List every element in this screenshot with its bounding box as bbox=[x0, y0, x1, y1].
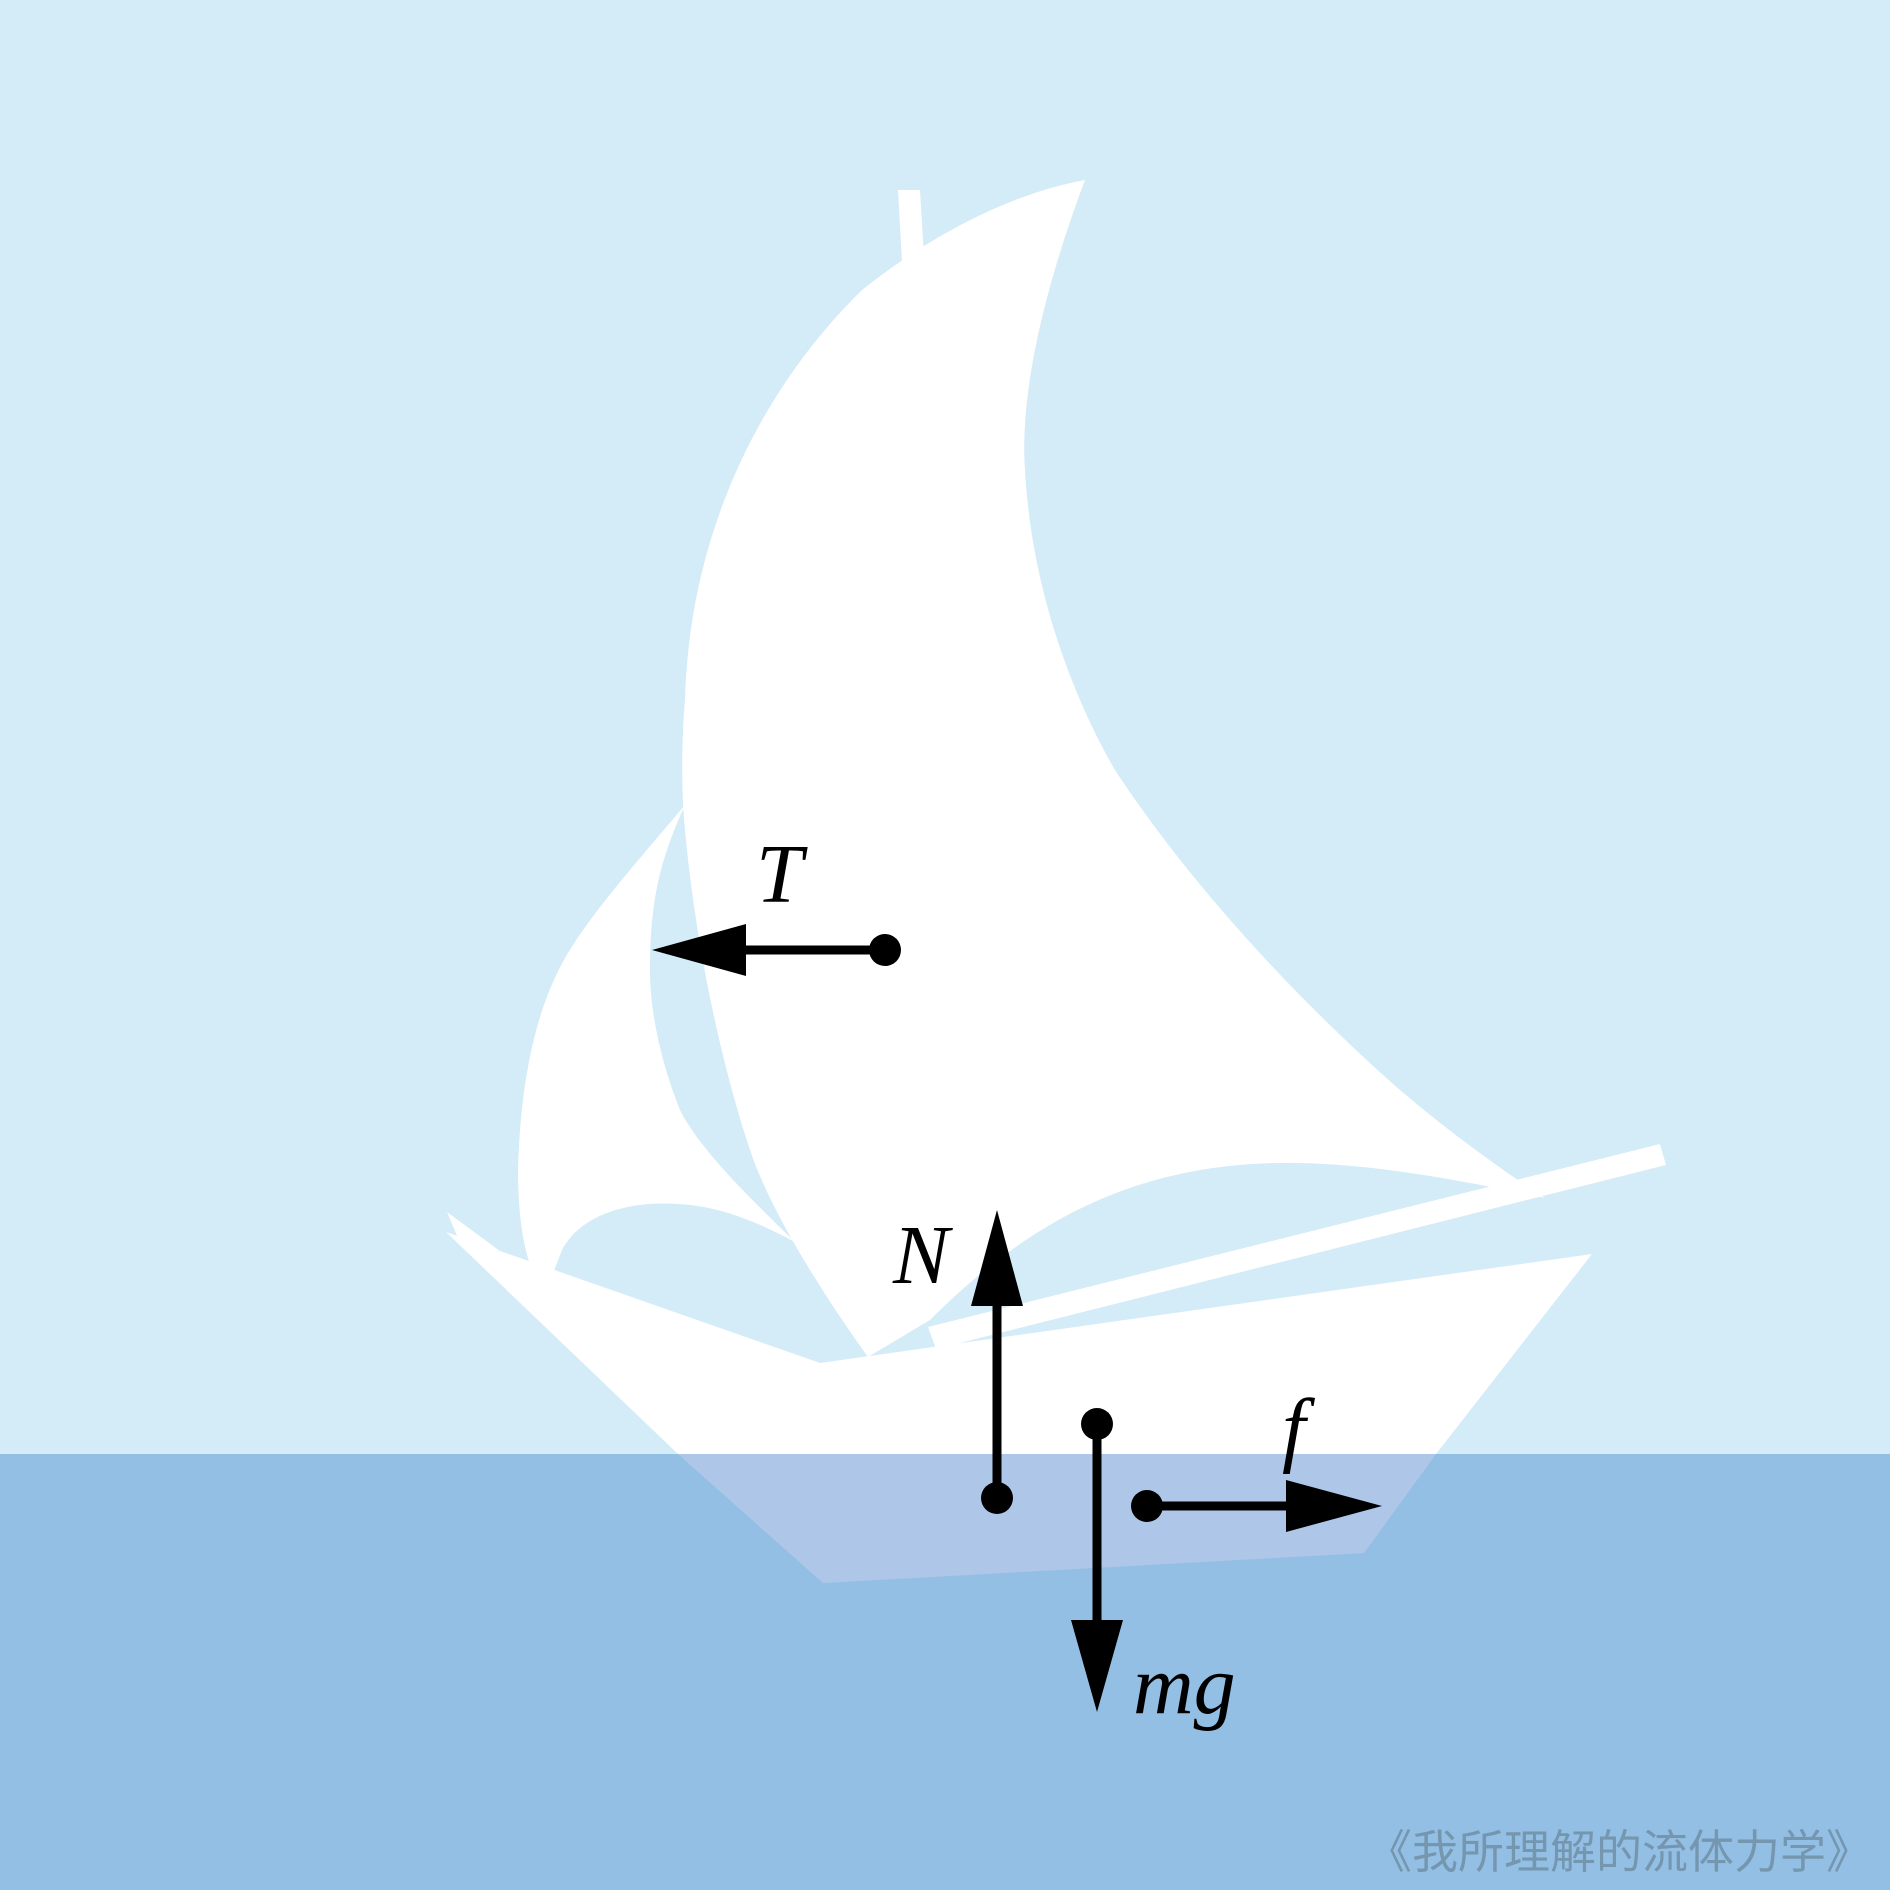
force-label-mg: mg bbox=[1133, 1639, 1236, 1732]
jib-sail bbox=[518, 805, 795, 1276]
force-arrow-f bbox=[1131, 1480, 1382, 1532]
hull-submerged bbox=[678, 1454, 1436, 1583]
force-label-t: T bbox=[756, 828, 808, 921]
main-sail bbox=[682, 180, 1545, 1357]
force-arrow-t bbox=[652, 924, 901, 976]
watermark-text: 《我所理解的流体力学》 bbox=[1366, 1825, 1872, 1879]
force-arrow-n bbox=[971, 1210, 1023, 1514]
bowsprit bbox=[447, 1212, 672, 1394]
force-label-n: N bbox=[892, 1209, 953, 1302]
hull-upper bbox=[446, 1232, 1592, 1454]
force-arrow-mg bbox=[1071, 1408, 1123, 1712]
boom bbox=[928, 1144, 1666, 1349]
